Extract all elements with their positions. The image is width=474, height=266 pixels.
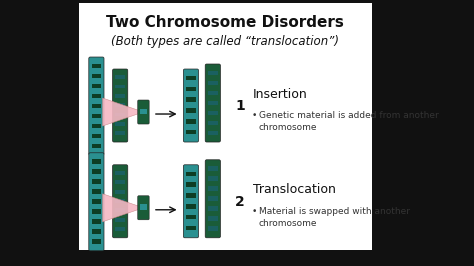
FancyBboxPatch shape: [89, 57, 104, 155]
Bar: [91, 159, 101, 164]
Bar: [186, 119, 196, 124]
Bar: [91, 239, 101, 244]
Bar: [91, 94, 101, 98]
Bar: [208, 216, 218, 221]
FancyBboxPatch shape: [138, 100, 149, 124]
FancyBboxPatch shape: [183, 69, 199, 142]
Text: Two Chromosome Disorders: Two Chromosome Disorders: [106, 15, 344, 30]
Bar: [208, 206, 218, 210]
Polygon shape: [102, 194, 144, 222]
Bar: [186, 193, 196, 198]
Bar: [115, 171, 125, 175]
Bar: [91, 189, 101, 194]
Text: Material is swapped with another
chromosome: Material is swapped with another chromos…: [259, 207, 410, 228]
Bar: [186, 215, 196, 219]
FancyBboxPatch shape: [112, 69, 128, 142]
Bar: [115, 75, 125, 79]
Text: 2: 2: [235, 195, 245, 209]
Bar: [91, 103, 101, 108]
Bar: [115, 103, 125, 107]
Bar: [115, 180, 125, 184]
Bar: [186, 204, 196, 209]
Bar: [115, 208, 125, 212]
Bar: [208, 131, 218, 135]
Bar: [208, 166, 218, 171]
Text: Genetic material is added from another
chromosome: Genetic material is added from another c…: [259, 111, 438, 132]
Bar: [115, 122, 125, 126]
Bar: [140, 205, 147, 210]
Bar: [91, 73, 101, 78]
Bar: [115, 199, 125, 203]
Bar: [208, 90, 218, 95]
Bar: [208, 110, 218, 115]
FancyBboxPatch shape: [183, 165, 199, 238]
Text: Insertion: Insertion: [253, 88, 308, 101]
Bar: [208, 226, 218, 231]
Bar: [115, 190, 125, 194]
Bar: [115, 227, 125, 231]
Text: Translocation: Translocation: [253, 183, 336, 196]
Bar: [208, 196, 218, 201]
Bar: [91, 219, 101, 223]
Bar: [186, 226, 196, 230]
Bar: [79, 3, 372, 250]
Bar: [91, 144, 101, 148]
Bar: [91, 123, 101, 128]
Bar: [208, 81, 218, 85]
Bar: [208, 186, 218, 190]
Bar: [91, 64, 101, 68]
FancyBboxPatch shape: [138, 196, 149, 220]
Bar: [140, 109, 147, 114]
Bar: [115, 85, 125, 89]
Bar: [91, 84, 101, 88]
Bar: [186, 182, 196, 187]
Bar: [186, 108, 196, 113]
Bar: [208, 101, 218, 105]
Bar: [208, 176, 218, 181]
Bar: [208, 120, 218, 125]
Bar: [115, 113, 125, 117]
Bar: [186, 87, 196, 91]
Bar: [91, 209, 101, 214]
Bar: [91, 169, 101, 173]
FancyBboxPatch shape: [205, 160, 220, 238]
Bar: [186, 130, 196, 134]
Bar: [115, 131, 125, 135]
Bar: [91, 134, 101, 138]
Bar: [186, 97, 196, 102]
Bar: [115, 94, 125, 98]
Text: •: •: [251, 111, 257, 120]
Bar: [91, 179, 101, 184]
Text: 1: 1: [235, 99, 245, 113]
Bar: [186, 172, 196, 176]
Polygon shape: [102, 98, 144, 126]
Bar: [208, 70, 218, 75]
Bar: [186, 76, 196, 81]
Bar: [91, 114, 101, 118]
Bar: [91, 199, 101, 203]
Bar: [91, 229, 101, 234]
FancyBboxPatch shape: [112, 165, 128, 238]
Text: •: •: [251, 207, 257, 216]
FancyBboxPatch shape: [205, 64, 220, 142]
FancyBboxPatch shape: [89, 153, 104, 251]
Bar: [115, 218, 125, 222]
Text: (Both types are called “translocation”): (Both types are called “translocation”): [111, 35, 339, 48]
